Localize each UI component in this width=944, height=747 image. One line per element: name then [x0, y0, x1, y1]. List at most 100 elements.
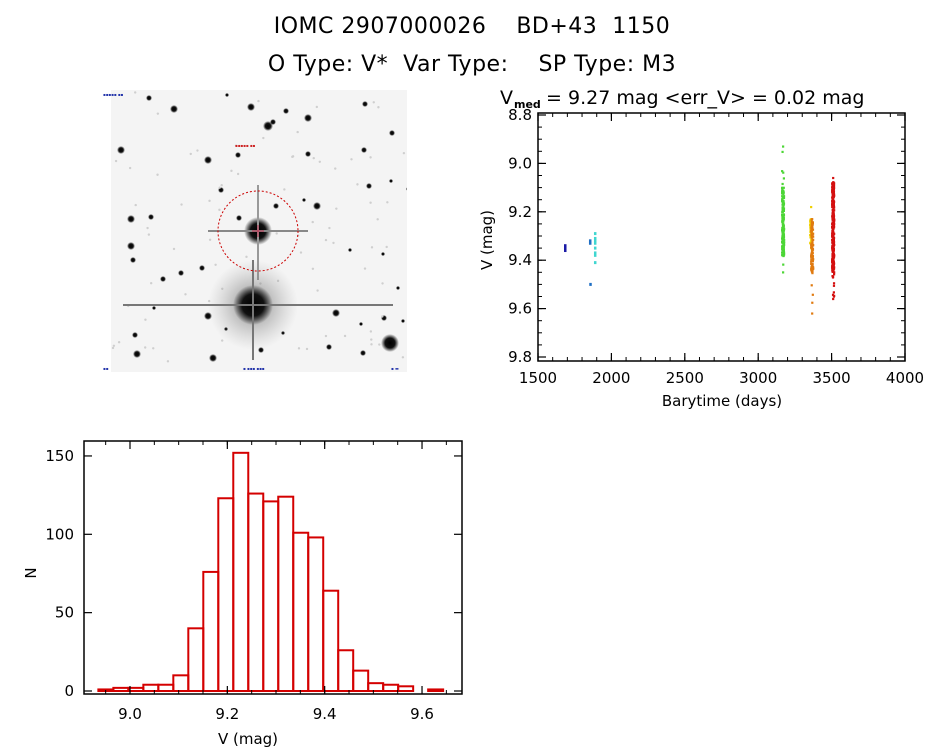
lc-point	[593, 251, 597, 255]
lc-point	[812, 232, 815, 235]
faint-star	[230, 169, 233, 173]
star	[313, 202, 321, 210]
hist-bar	[262, 500, 280, 692]
hist-bars	[97, 451, 445, 693]
hist-bar	[187, 627, 205, 693]
lc-point	[832, 196, 835, 199]
lc-point	[831, 189, 834, 192]
image-label-bottom-right: ▪ ▬	[391, 366, 399, 371]
lc-point	[810, 205, 813, 209]
chart-title-line2: O Type: V* Var Type: SP Type: M3	[267, 52, 677, 77]
star	[130, 257, 136, 263]
lc-point	[810, 236, 813, 239]
lc-point	[810, 252, 813, 256]
lc-point	[810, 256, 813, 259]
lc-point	[832, 257, 835, 260]
hist-xtick-label: 9.0	[118, 705, 142, 723]
hist-bar	[382, 683, 400, 692]
lc-point	[782, 222, 785, 225]
lc-point	[781, 235, 784, 238]
faint-star	[312, 156, 315, 160]
faint-star	[156, 173, 159, 176]
hist-bar	[322, 589, 340, 693]
lc-ytick-label: 9.6	[508, 300, 532, 318]
faint-star	[356, 183, 359, 186]
lc-point	[810, 265, 813, 269]
lc-point	[832, 243, 836, 246]
faint-star	[114, 159, 118, 163]
faint-star	[111, 346, 115, 350]
lc-point	[781, 186, 784, 189]
lc-point	[833, 194, 836, 197]
lc-point	[831, 203, 834, 206]
lc-ylabel: V (mag)	[478, 210, 496, 270]
faint-star	[134, 91, 137, 94]
lc-point	[832, 200, 835, 203]
lc-series-group4	[780, 145, 786, 274]
hist-bar	[202, 570, 220, 693]
lc-point	[782, 254, 785, 257]
histogram-chart: 9.0 9.2 9.4 9.6 0 50 100 150 V (mag) N	[22, 440, 463, 747]
diffraction-spike	[123, 304, 393, 306]
lc-point	[831, 229, 835, 232]
lc-point	[810, 284, 813, 287]
hist-bar	[172, 674, 190, 693]
lc-title-rest: = 9.27 mag <err_V> = 0.02 mag	[540, 87, 864, 109]
lc-point	[782, 191, 785, 194]
faint-star	[218, 208, 221, 212]
lc-point	[781, 191, 784, 194]
star	[332, 309, 340, 317]
lc-ytick-label: 9.0	[508, 154, 532, 172]
lc-point	[811, 312, 814, 315]
star	[359, 322, 363, 326]
lc-point	[833, 271, 836, 274]
lc-point	[781, 182, 784, 186]
lc-xlabel: Barytime (days)	[662, 392, 782, 410]
faint-star	[257, 99, 260, 103]
lc-point	[811, 272, 814, 275]
faint-star	[189, 152, 192, 156]
lc-point	[593, 239, 597, 243]
lc-point	[782, 208, 785, 211]
lc-point	[811, 248, 815, 251]
lc-point	[832, 284, 836, 287]
faint-star	[324, 334, 328, 338]
lc-point	[832, 224, 835, 227]
lc-point	[811, 244, 814, 247]
faint-star	[350, 158, 353, 161]
lc-point	[831, 234, 834, 237]
hist-bar	[337, 649, 355, 692]
chart-title-line1: IOMC 2907000026 BD+43 1150	[273, 14, 671, 39]
star	[204, 156, 212, 164]
star	[160, 276, 166, 282]
star	[236, 215, 242, 221]
hist-bar	[232, 451, 250, 693]
lc-point	[781, 240, 784, 243]
lc-point	[833, 255, 836, 258]
faint-star	[401, 356, 405, 359]
lc-ytick-label: 9.8	[508, 348, 532, 366]
lc-point	[783, 243, 786, 247]
star	[146, 95, 152, 101]
lc-point	[781, 220, 784, 223]
lc-plot-frame	[537, 112, 906, 362]
star	[361, 147, 367, 153]
lc-point	[831, 213, 834, 216]
image-label-bottom-center: ▪ ▪▪▪ ▪▪▪	[243, 366, 265, 371]
faint-star	[381, 282, 384, 285]
lc-ytick-label: 8.8	[508, 106, 532, 124]
lc-point	[782, 241, 786, 244]
faint-star	[117, 341, 121, 344]
lc-point	[810, 242, 813, 245]
lc-series-group3	[593, 232, 597, 265]
hist-ytick-label: 150	[45, 447, 74, 465]
lc-point	[831, 197, 834, 200]
lc-point	[831, 269, 834, 272]
star	[381, 252, 385, 256]
lc-point	[781, 216, 785, 219]
star	[389, 179, 393, 183]
lc-point	[832, 240, 836, 244]
faint-star	[220, 339, 224, 342]
lc-point	[593, 232, 597, 236]
faint-star	[184, 293, 187, 296]
